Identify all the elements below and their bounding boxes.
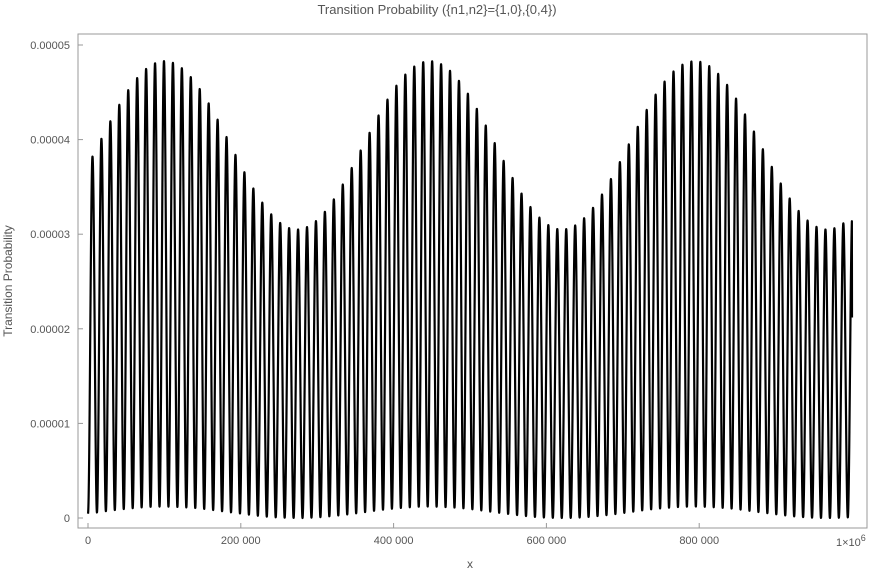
y-axis: 0 0.00001 0.00002 0.00003 0.00004 0.00005 <box>30 40 83 525</box>
x-tick-label: 200 000 <box>221 535 261 547</box>
y-tick-label: 0 <box>64 513 70 525</box>
y-axis-title: Transition Probability <box>1 225 15 337</box>
x-tick-label: 0 <box>85 535 91 547</box>
y-tick-label: 0.00004 <box>30 135 70 147</box>
x-tick-label: 800 000 <box>679 535 719 547</box>
x-axis-end-label: 1×106 <box>836 533 866 549</box>
x-axis-end-exponent: 6 <box>861 533 866 543</box>
y-tick-label: 0.00001 <box>30 418 70 430</box>
y-tick-label: 0.00005 <box>30 40 70 52</box>
x-axis-title: x <box>467 557 473 571</box>
y-tick-label: 0.00003 <box>30 229 70 241</box>
x-tick-label: 400 000 <box>374 535 414 547</box>
x-tick-label: 600 000 <box>527 535 567 547</box>
chart-title: Transition Probability ({n1,n2}={1,0},{0… <box>317 2 556 17</box>
plot-frame <box>77 33 868 529</box>
y-tick-label: 0.00002 <box>30 324 70 336</box>
series-line <box>86 60 854 520</box>
x-axis: 0 200 000 400 000 600 000 800 000 <box>85 523 719 547</box>
